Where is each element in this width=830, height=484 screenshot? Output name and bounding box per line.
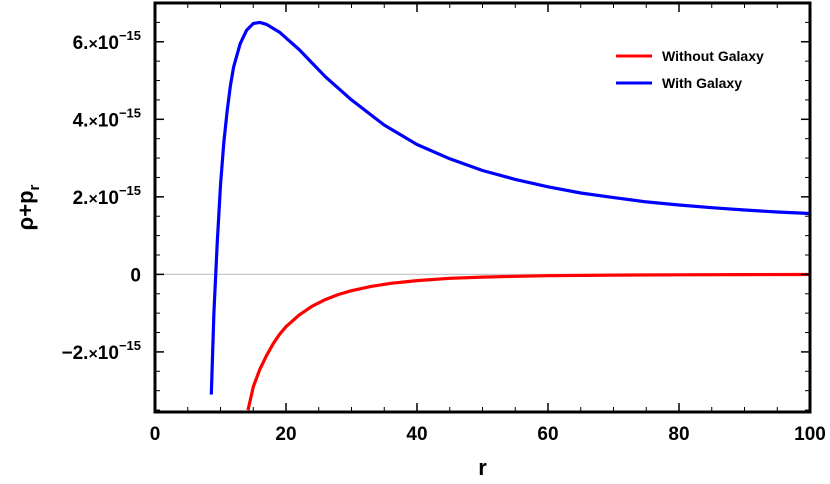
series-layer: [209, 20, 811, 411]
y-axis-label-base: ρ+p: [13, 190, 38, 230]
y-axis-label: ρ+pr: [13, 184, 43, 230]
legend-label-2: With Galaxy: [662, 75, 742, 91]
x-tick-label: 60: [537, 424, 558, 445]
y-tick-label: 2.×10−15: [73, 183, 141, 209]
x-tick-label: 20: [275, 424, 296, 445]
legend: Without Galaxy With Galaxy: [616, 48, 764, 91]
legend-label-1: Without Galaxy: [662, 48, 764, 64]
x-tick-label: 0: [150, 424, 161, 445]
y-tick-label: 0: [130, 265, 141, 286]
tick-layer: 0 20 40 60 80 100 −2.×10−15 0 2.×10−15 4.×10−15 6.…: [62, 3, 826, 445]
series-line-2: [209, 20, 811, 395]
x-tick-label: 40: [406, 424, 427, 445]
y-tick-label: 6.×10−15: [73, 28, 141, 54]
axis-labels: r ρ+pr: [13, 184, 487, 480]
x-tick-label: 100: [794, 424, 826, 445]
series-line-1: [246, 272, 811, 411]
x-tick-label: 80: [668, 424, 689, 445]
y-axis-label-subscript: r: [26, 184, 43, 190]
y-tick-label: 4.×10−15: [73, 105, 141, 131]
x-axis-label: r: [478, 455, 487, 480]
y-tick-label: −2.×10−15: [62, 338, 142, 364]
